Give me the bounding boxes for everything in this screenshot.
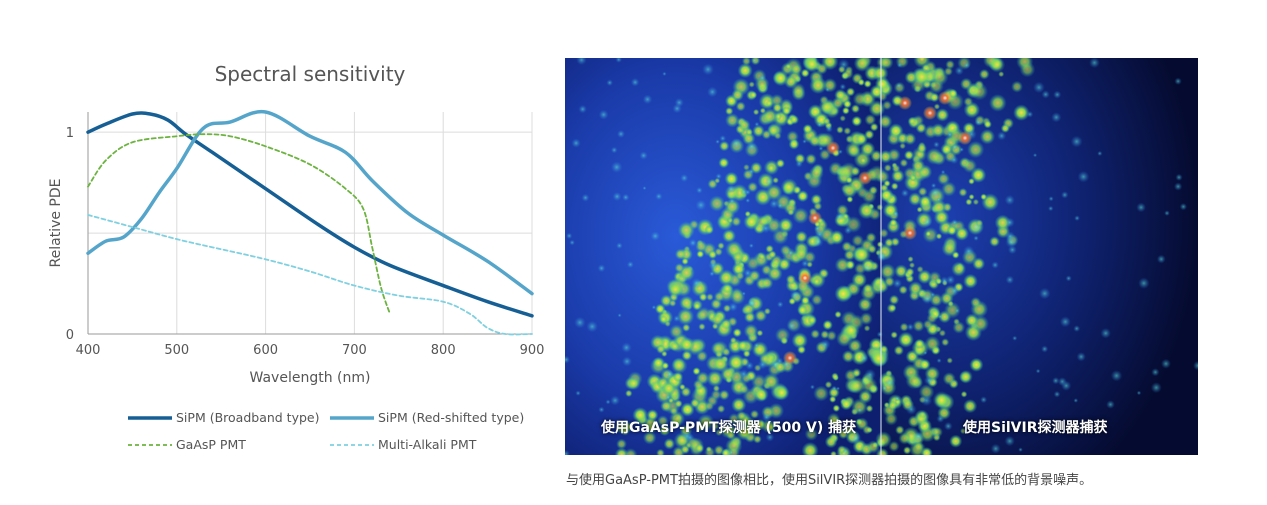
left-image-label: 使用GaAsP-PMT探测器 (500 V) 捕获 [601, 420, 857, 436]
legend-label-redshift: SiPM (Red-shifted type) [378, 410, 525, 425]
y-axis-label: Relative PDE [48, 179, 64, 268]
x-tick-label: 900 [520, 343, 545, 358]
series-line-0 [86, 111, 534, 318]
spectral-sensitivity-chart: 400 500 600 700 800 900 0 1 Wavelength (nm) Rel… [48, 109, 545, 386]
image-caption: 与使用GaAsP-PMT拍摄的图像相比，使用SilVIR探测器拍摄的图像具有非常… [566, 473, 1093, 488]
x-tick-label: 600 [253, 343, 278, 358]
y-tick-label: 0 [66, 328, 74, 343]
x-tick-label: 700 [342, 343, 367, 358]
legend-swatch-redshift [330, 415, 374, 420]
legend-item-broadband: SiPM (Broadband type) [128, 410, 320, 425]
right-image-label: 使用SilVIR探测器捕获 [963, 420, 1108, 436]
legend-label-gaasp: GaAsP PMT [176, 437, 246, 452]
microscopy-comparison-image: 使用GaAsP-PMT探测器 (500 V) 捕获 使用SilVIR探测器捕获 [565, 58, 1198, 455]
chart-title: Spectral sensitivity [214, 62, 406, 86]
legend-label-multialkali: Multi-Alkali PMT [378, 437, 477, 452]
legend-item-multialkali: Multi-Alkali PMT [330, 437, 476, 452]
legend-swatch-multialkali [330, 443, 374, 446]
legend-label-broadband: SiPM (Broadband type) [176, 410, 320, 425]
series-line-1 [86, 109, 534, 296]
x-tick-label: 400 [76, 343, 101, 358]
legend-swatch-gaasp [128, 443, 172, 446]
series-line-3 [87, 214, 533, 336]
x-axis-label: Wavelength (nm) [250, 370, 371, 386]
y-tick-label: 1 [66, 126, 74, 141]
x-tick-label: 500 [164, 343, 189, 358]
x-tick-label: 800 [431, 343, 456, 358]
legend-swatch-broadband [128, 415, 172, 420]
fluorescence-image [565, 58, 1198, 455]
legend-item-gaasp: GaAsP PMT [128, 437, 246, 452]
legend-item-redshift: SiPM (Red-shifted type) [330, 410, 524, 425]
series-line-2 [87, 133, 391, 315]
